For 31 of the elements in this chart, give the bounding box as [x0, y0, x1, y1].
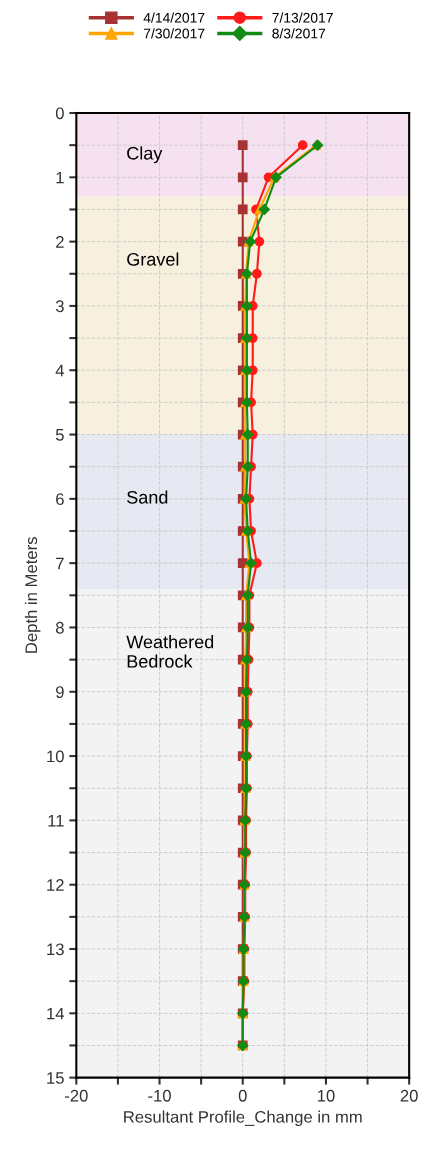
x-tick-label: 10 — [317, 1089, 335, 1102]
y-tick-label: 7 — [56, 557, 64, 570]
y-tick-label: 14 — [47, 1007, 65, 1020]
y-tick-label: 11 — [48, 814, 64, 827]
y-tick-label: 4 — [55, 364, 65, 377]
band-label: Sand — [127, 490, 168, 504]
x-axis-title: Resultant Profile_Change in mm — [124, 1110, 362, 1127]
x-tick-label: 0 — [238, 1089, 247, 1102]
x-tick-label: 20 — [400, 1089, 418, 1102]
band-label: Weathered Bedrock — [126, 635, 214, 668]
y-tick-label: 10 — [47, 750, 64, 763]
y-tick-label: 8 — [55, 621, 64, 634]
legend-label: 4/14/2017 — [143, 12, 205, 23]
y-tick-label: 5 — [55, 429, 64, 441]
y-tick-label: 6 — [56, 493, 64, 506]
band-label: Clay — [127, 146, 163, 164]
legend-label: 8/3/2017 — [272, 28, 326, 39]
y-tick-label: 2 — [56, 236, 64, 248]
y-tick-label: 9 — [56, 686, 64, 698]
y-axis-title: Depth in Meters — [24, 537, 41, 653]
y-tick-label: 0 — [55, 107, 64, 120]
y-tick-label: 12 — [47, 879, 64, 891]
legend-label: 7/13/2017 — [272, 12, 333, 23]
y-tick-label: 13 — [47, 943, 64, 956]
y-tick-label: 15 — [47, 1072, 64, 1084]
legend-label: 7/30/2017 — [143, 28, 205, 39]
y-tick-label: 1 — [56, 171, 64, 184]
x-tick-label: -20 — [65, 1089, 88, 1102]
band-label: Gravel — [127, 252, 179, 266]
x-tick-label: -10 — [148, 1089, 171, 1102]
y-tick-label: 3 — [55, 300, 64, 313]
